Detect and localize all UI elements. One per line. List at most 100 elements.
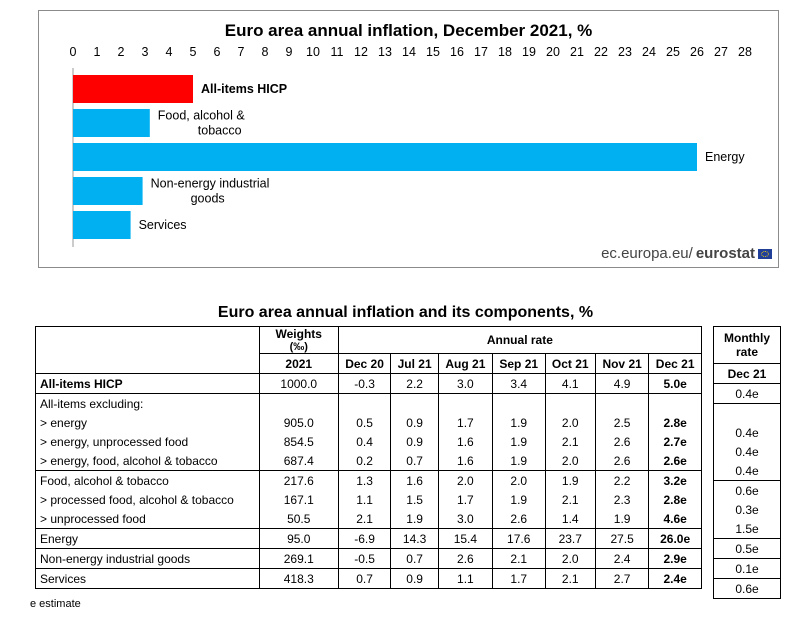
rate-cell: 1.9 xyxy=(390,509,439,529)
rate-cell: 26.0e xyxy=(648,528,702,549)
rate-cell: 2.0 xyxy=(544,548,596,569)
x-tick-label: 6 xyxy=(214,45,221,59)
rate-cell: 0.4 xyxy=(337,432,392,451)
monthly-row: 0.6e xyxy=(713,480,781,500)
table-row: Food, alcohol & tobacco 217.6 1.3 1.6 2.0 2.0… xyxy=(35,470,702,490)
bar-label: Non-energy industrial xyxy=(151,177,270,191)
bar xyxy=(73,109,150,137)
month-header: Dec 20 xyxy=(337,353,392,374)
monthly-cell: 0.6e xyxy=(713,578,781,599)
bar-label: goods xyxy=(191,192,225,206)
table-row: Energy 95.0 -6.9 14.3 15.4 17.6 23.7 27.5 26.0e xyxy=(35,528,702,549)
rate-cell: 0.7 xyxy=(390,451,439,471)
table-row: > energy, unprocessed food 854.5 0.4 0.9 1.6… xyxy=(35,432,702,451)
x-tick-label: 18 xyxy=(498,45,512,59)
rate-cell: 1.9 xyxy=(491,451,546,471)
rate-cell: 0.7 xyxy=(337,568,392,589)
weights-year: 2021 xyxy=(258,353,339,374)
source-brand: eurostat xyxy=(695,245,755,262)
month-header: Dec 21 xyxy=(648,353,702,374)
month-header: Nov 21 xyxy=(594,353,650,374)
monthly-row xyxy=(713,403,781,423)
rate-cell: 3.0 xyxy=(437,509,493,529)
rate-cell xyxy=(491,393,546,413)
rate-cell: 4.9 xyxy=(594,373,650,394)
monthly-cell: 1.5e xyxy=(713,519,781,539)
table-row: All-items HICP 1000.0 -0.3 2.2 3.0 3.4 4.1 4.9 5… xyxy=(35,373,702,394)
monthly-row: 0.6e xyxy=(713,578,781,599)
weights-unit: (‰) xyxy=(289,341,308,353)
weight-cell: 905.0 xyxy=(258,413,339,432)
x-tick-label: 14 xyxy=(402,45,416,59)
monthly-month: Dec 21 xyxy=(713,363,781,384)
x-tick-label: 22 xyxy=(594,45,608,59)
rate-cell: 1.9 xyxy=(491,490,546,509)
rate-cell: 2.2 xyxy=(390,373,439,394)
table-title: Euro area annual inflation and its compo… xyxy=(217,304,594,321)
row-label: > unprocessed food xyxy=(35,509,260,529)
footnote: e estimate xyxy=(30,598,81,610)
x-tick-label: 19 xyxy=(522,45,536,59)
rate-cell: 2.6 xyxy=(437,548,493,569)
bar-label: Services xyxy=(139,218,187,232)
x-tick-label: 3 xyxy=(142,45,149,59)
monthly-header-line2: rate xyxy=(735,345,758,359)
x-tick-label: 26 xyxy=(690,45,704,59)
row-label: > energy, unprocessed food xyxy=(35,432,260,451)
month-header: Sep 21 xyxy=(491,353,546,374)
monthly-cell: 0.4e xyxy=(713,383,781,404)
rate-cell: 2.5 xyxy=(594,413,650,432)
table-row: > energy 905.0 0.5 0.9 1.7 1.9 2.0 2.5 2.8e xyxy=(35,413,702,432)
row-label: > energy xyxy=(35,413,260,432)
rate-cell: 3.4 xyxy=(491,373,546,394)
rate-cell: 1.1 xyxy=(337,490,392,509)
rate-cell xyxy=(390,393,439,413)
rate-cell: 1.9 xyxy=(594,509,650,529)
annual-rate-header: Annual rate xyxy=(337,326,703,354)
rate-cell: -0.5 xyxy=(337,548,392,569)
rate-cell: 0.9 xyxy=(390,432,439,451)
rate-cell: 1.6 xyxy=(390,470,439,490)
source-credit: ec.europa.eu/eurostat xyxy=(601,245,772,262)
rate-cell: 2.6e xyxy=(648,451,702,471)
rate-cell: 2.6 xyxy=(491,509,546,529)
monthly-row: 0.4e xyxy=(713,383,781,404)
rate-cell: 17.6 xyxy=(491,528,546,549)
rate-cell: 4.6e xyxy=(648,509,702,529)
weight-cell: 167.1 xyxy=(258,490,339,509)
table-row: Non-energy industrial goods 269.1 -0.5 0.7 2… xyxy=(35,548,702,569)
monthly-cell: 0.4e xyxy=(713,423,781,442)
rate-cell: 1.1 xyxy=(437,568,493,589)
monthly-header: Monthly rate xyxy=(713,326,781,364)
rate-cell: 1.3 xyxy=(337,470,392,490)
rate-cell: 2.8e xyxy=(648,413,702,432)
row-label: Food, alcohol & tobacco xyxy=(35,470,260,490)
monthly-header-line1: Monthly xyxy=(724,331,770,345)
rate-cell: 0.9 xyxy=(390,568,439,589)
rate-cell: 1.5 xyxy=(390,490,439,509)
x-tick-label: 13 xyxy=(378,45,392,59)
weights-header: Weights (‰) xyxy=(258,326,339,354)
rate-cell: 2.2 xyxy=(594,470,650,490)
monthly-header-row: Monthly rate xyxy=(713,326,781,364)
monthly-row: 0.1e xyxy=(713,558,781,579)
table-row: All-items excluding: xyxy=(35,393,702,413)
x-tick-label: 10 xyxy=(306,45,320,59)
rate-cell: 2.3 xyxy=(594,490,650,509)
monthly-cell: 0.3e xyxy=(713,500,781,519)
rate-cell: 2.0 xyxy=(437,470,493,490)
rate-cell: 5.0e xyxy=(648,373,702,394)
rate-cell: 15.4 xyxy=(437,528,493,549)
x-tick-label: 23 xyxy=(618,45,632,59)
weight-cell: 1000.0 xyxy=(258,373,339,394)
components-table: Weights (‰) Annual rate 2021 Dec 20 Jul 2… xyxy=(35,326,703,589)
rate-cell: 2.9e xyxy=(648,548,702,569)
row-label: > processed food, alcohol & tobacco xyxy=(35,490,260,509)
x-tick-label: 8 xyxy=(262,45,269,59)
x-tick-label: 5 xyxy=(190,45,197,59)
x-tick-label: 9 xyxy=(286,45,293,59)
x-tick-label: 15 xyxy=(426,45,440,59)
rate-cell: 4.1 xyxy=(544,373,596,394)
rate-cell: 1.7 xyxy=(437,413,493,432)
rate-cell xyxy=(437,393,493,413)
